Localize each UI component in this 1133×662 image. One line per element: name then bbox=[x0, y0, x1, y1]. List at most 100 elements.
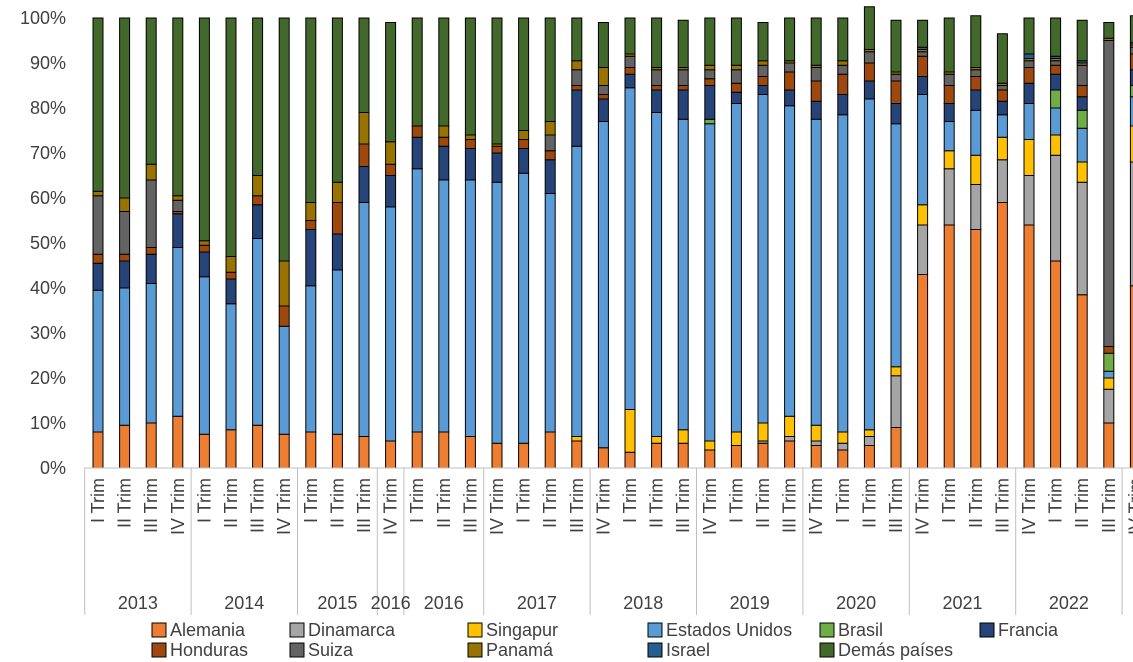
x-axis: I Trim II Trim III Trim IV Trim I Trim II Tri… bbox=[84, 467, 1133, 615]
bar-segment bbox=[996, 100, 1008, 116]
bar-segment bbox=[305, 17, 317, 203]
legend-label: Francia bbox=[998, 620, 1059, 640]
bar-segment bbox=[996, 85, 1008, 91]
bar-segment bbox=[1050, 17, 1062, 57]
bar-segment bbox=[1103, 22, 1115, 39]
bar-segment bbox=[730, 91, 742, 104]
bar-segment bbox=[837, 64, 849, 75]
bar-segment bbox=[917, 55, 929, 77]
bar-segment bbox=[837, 60, 849, 66]
x-tick-label: III Trim bbox=[567, 478, 587, 533]
bar-segment bbox=[837, 114, 849, 433]
bar-segment bbox=[704, 440, 716, 451]
bar-segment bbox=[704, 64, 716, 71]
bar-segment bbox=[970, 229, 982, 469]
x-tick-label: II Trim bbox=[327, 478, 347, 528]
bar-segment bbox=[1076, 127, 1088, 163]
bar-segment bbox=[464, 436, 476, 469]
bar-segment bbox=[119, 287, 131, 426]
bar-segment bbox=[385, 206, 397, 442]
x-tick-label: I Trim bbox=[514, 478, 534, 523]
bar-segment bbox=[305, 229, 317, 287]
bar-segment bbox=[225, 271, 237, 280]
bar-segment bbox=[278, 305, 290, 327]
bar-segment bbox=[1023, 224, 1035, 469]
bar-segment bbox=[917, 76, 929, 95]
bar-segment bbox=[438, 145, 450, 181]
x-tick-label: III Trim bbox=[354, 478, 374, 533]
legend-swatch bbox=[289, 622, 305, 638]
bar-segment bbox=[970, 154, 982, 185]
bar-segment bbox=[571, 89, 583, 147]
bar-segment bbox=[1076, 19, 1088, 62]
x-tick-label: I Trim bbox=[726, 478, 746, 523]
year-label: 2016 bbox=[371, 593, 411, 613]
bar-segment bbox=[571, 85, 583, 91]
x-tick-label: I Trim bbox=[1046, 478, 1066, 523]
bar-segment bbox=[438, 179, 450, 433]
bar-segment bbox=[730, 64, 742, 71]
bar-segment bbox=[730, 17, 742, 66]
x-tick-label: III Trim bbox=[1099, 478, 1119, 533]
x-tick-label: II Trim bbox=[1072, 478, 1092, 528]
bar-segment bbox=[996, 114, 1008, 138]
x-tick-label: III Trim bbox=[460, 478, 480, 533]
bar-segment bbox=[1023, 82, 1035, 104]
bar-segment bbox=[996, 33, 1008, 84]
year-label: 2014 bbox=[224, 593, 264, 613]
bar-segment bbox=[464, 179, 476, 437]
bar-segment bbox=[252, 175, 264, 197]
bar-segment bbox=[331, 17, 343, 183]
bar-segment bbox=[651, 442, 663, 469]
x-tick-label: I Trim bbox=[620, 478, 640, 523]
bar-segment bbox=[917, 274, 929, 469]
x-tick-label: II Trim bbox=[753, 478, 773, 528]
y-tick-label: 70% bbox=[30, 143, 66, 163]
x-tick-label: IV Trim bbox=[1019, 478, 1039, 535]
bar-segment bbox=[1103, 352, 1115, 372]
bar-segment bbox=[198, 17, 210, 242]
bar-segment bbox=[518, 172, 530, 444]
bar-segment bbox=[385, 440, 397, 469]
x-tick-label: I Trim bbox=[407, 478, 427, 523]
bar-segment bbox=[571, 440, 583, 469]
bar-segment bbox=[438, 17, 450, 127]
bar-segment bbox=[943, 150, 955, 170]
bar-segment bbox=[863, 80, 875, 100]
x-tick-label: IV Trim bbox=[168, 478, 188, 535]
bar-segment bbox=[1076, 294, 1088, 469]
bar-segment bbox=[704, 17, 716, 66]
legend-label: Estados Unidos bbox=[666, 620, 792, 640]
bar-segment bbox=[970, 15, 982, 68]
bar-segment bbox=[1050, 64, 1062, 75]
x-tick-label: III Trim bbox=[992, 478, 1012, 533]
bar-segment bbox=[491, 145, 503, 154]
bar-segment bbox=[119, 17, 131, 199]
bar-segment bbox=[837, 449, 849, 469]
x-tick-label: IV Trim bbox=[700, 478, 720, 535]
bar-segment bbox=[1050, 107, 1062, 136]
bar-segment bbox=[544, 150, 556, 161]
bar-segment bbox=[917, 224, 929, 275]
y-tick-label: 60% bbox=[30, 188, 66, 208]
bar-segment bbox=[145, 253, 157, 284]
bar-segment bbox=[730, 445, 742, 469]
legend-swatch bbox=[819, 622, 835, 638]
bar-segment bbox=[1050, 154, 1062, 262]
bar-segment bbox=[358, 112, 370, 145]
bar-segment bbox=[331, 233, 343, 271]
legend-item: Brasil bbox=[819, 620, 883, 640]
bar-segment bbox=[358, 166, 370, 203]
bar-segment bbox=[411, 168, 423, 433]
bar-segment bbox=[784, 89, 796, 107]
bar-segment bbox=[1023, 17, 1035, 55]
bar-segment bbox=[624, 17, 636, 55]
bar-segment bbox=[784, 17, 796, 62]
x-tick-label: I Trim bbox=[833, 478, 853, 523]
bar-segment bbox=[225, 429, 237, 469]
bar-segment bbox=[624, 409, 636, 453]
bar-segment bbox=[730, 82, 742, 93]
bar-segment bbox=[651, 17, 663, 68]
bar-segment bbox=[1076, 96, 1088, 111]
bar-segment bbox=[331, 269, 343, 435]
